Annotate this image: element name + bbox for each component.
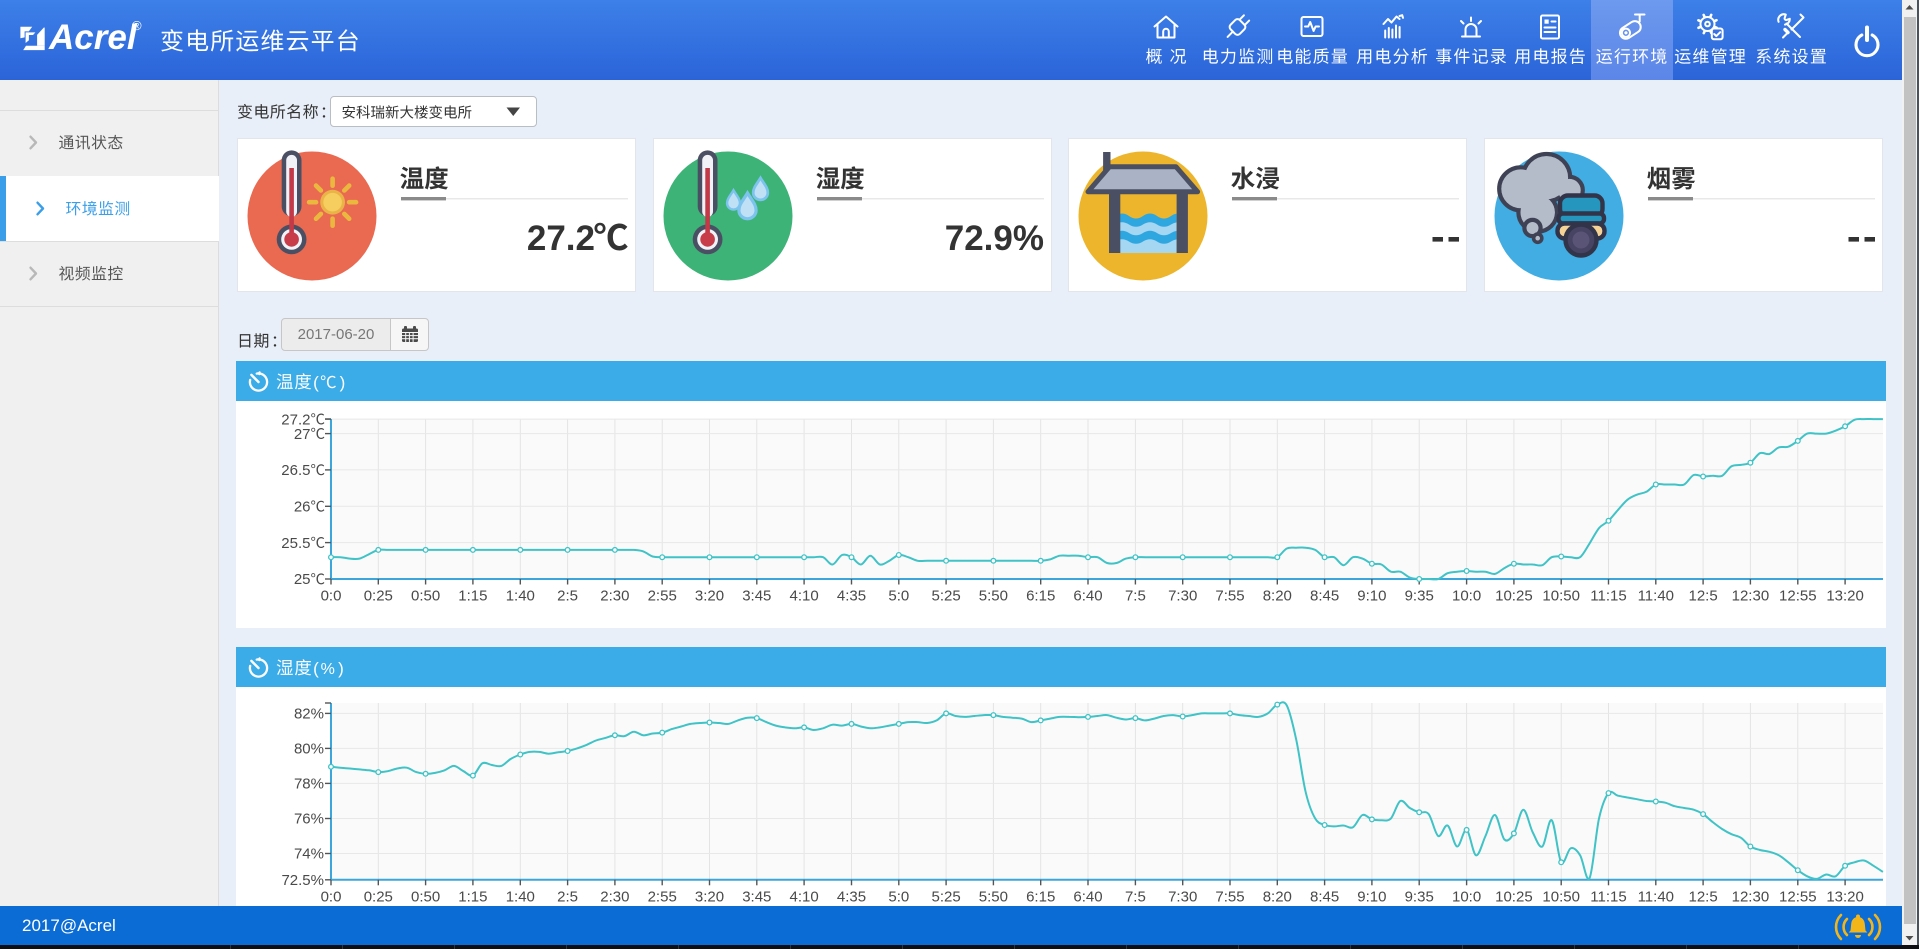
svg-text:11:40: 11:40: [1638, 888, 1674, 905]
svg-text:9:35: 9:35: [1405, 588, 1434, 605]
svg-text:3:20: 3:20: [695, 588, 724, 605]
svg-text:8:20: 8:20: [1263, 888, 1292, 905]
svg-text:8:20: 8:20: [1263, 588, 1292, 605]
svg-text:27: 27: [294, 426, 311, 443]
svg-text:4:35: 4:35: [837, 588, 866, 605]
svg-text:5:50: 5:50: [979, 588, 1008, 605]
svg-text:10:25: 10:25: [1495, 888, 1533, 905]
svg-text:12:5: 12:5: [1688, 588, 1717, 605]
svg-text:13:20: 13:20: [1826, 588, 1864, 605]
svg-text:6:15: 6:15: [1026, 588, 1055, 605]
svg-text:5:50: 5:50: [979, 888, 1008, 905]
svg-text:(: (: [313, 373, 319, 392]
svg-text:%: %: [321, 661, 335, 678]
svg-text:5:25: 5:25: [931, 888, 960, 905]
svg-text:(: (: [313, 659, 319, 678]
svg-text:7:30: 7:30: [1168, 888, 1197, 905]
svg-text:8:45: 8:45: [1310, 588, 1339, 605]
svg-text:): ): [338, 659, 344, 678]
svg-text:9:35: 9:35: [1405, 888, 1434, 905]
svg-text:2:30: 2:30: [600, 888, 629, 905]
svg-text:74%: 74%: [294, 846, 324, 863]
svg-text:11:40: 11:40: [1638, 588, 1674, 605]
svg-text:5:0: 5:0: [888, 888, 909, 905]
svg-text:80%: 80%: [294, 741, 324, 758]
svg-text:4:10: 4:10: [789, 588, 818, 605]
svg-text:25: 25: [294, 571, 311, 588]
svg-text:13:20: 13:20: [1826, 888, 1864, 905]
svg-text:2:5: 2:5: [557, 588, 578, 605]
svg-text:11:15: 11:15: [1590, 888, 1626, 905]
svg-text:7:55: 7:55: [1215, 888, 1244, 905]
svg-text:0:0: 0:0: [321, 588, 342, 605]
svg-text:76%: 76%: [294, 811, 324, 828]
svg-text:11:15: 11:15: [1590, 588, 1626, 605]
svg-text:10:0: 10:0: [1452, 888, 1481, 905]
svg-text:7:30: 7:30: [1168, 588, 1197, 605]
svg-text:12:55: 12:55: [1779, 888, 1817, 905]
svg-text:9:10: 9:10: [1357, 888, 1386, 905]
svg-text:0:25: 0:25: [364, 588, 393, 605]
svg-text:72.5%: 72.5%: [281, 872, 324, 889]
svg-text:10:50: 10:50: [1542, 588, 1580, 605]
svg-text:12:5: 12:5: [1688, 888, 1717, 905]
svg-text:5:25: 5:25: [931, 588, 960, 605]
svg-text:26.5: 26.5: [281, 462, 310, 479]
svg-text:0:0: 0:0: [321, 888, 342, 905]
svg-text:5:0: 5:0: [888, 588, 909, 605]
svg-text:82%: 82%: [294, 706, 324, 723]
svg-text:1:15: 1:15: [458, 588, 487, 605]
svg-text:78%: 78%: [294, 776, 324, 793]
svg-text:3:45: 3:45: [742, 588, 771, 605]
svg-text:27.2: 27.2: [281, 411, 310, 428]
svg-text:2:55: 2:55: [648, 588, 677, 605]
svg-text:26: 26: [294, 499, 311, 516]
svg-text:10:50: 10:50: [1542, 888, 1580, 905]
svg-text:1:15: 1:15: [458, 888, 487, 905]
svg-text:4:10: 4:10: [789, 888, 818, 905]
svg-text:25.5: 25.5: [281, 535, 310, 552]
svg-text:1:40: 1:40: [506, 888, 535, 905]
svg-text:3:45: 3:45: [742, 888, 771, 905]
svg-text:2:55: 2:55: [648, 888, 677, 905]
svg-text:): ): [340, 373, 346, 392]
svg-text:10:0: 10:0: [1452, 588, 1481, 605]
svg-text:6:15: 6:15: [1026, 888, 1055, 905]
svg-text:9:10: 9:10: [1357, 588, 1386, 605]
svg-text:1:40: 1:40: [506, 588, 535, 605]
svg-text:12:30: 12:30: [1732, 888, 1770, 905]
svg-text:12:55: 12:55: [1779, 588, 1817, 605]
svg-text:27.2: 27.2: [527, 219, 595, 258]
svg-text:4:35: 4:35: [837, 888, 866, 905]
svg-text:0:50: 0:50: [411, 588, 440, 605]
svg-text:2:5: 2:5: [557, 888, 578, 905]
svg-text:0:25: 0:25: [364, 888, 393, 905]
svg-text:7:5: 7:5: [1125, 588, 1146, 605]
svg-text:72.9%: 72.9%: [944, 219, 1043, 258]
svg-text:3:20: 3:20: [695, 888, 724, 905]
svg-text:12:30: 12:30: [1732, 588, 1770, 605]
svg-text:10:25: 10:25: [1495, 588, 1533, 605]
svg-text:0:50: 0:50: [411, 888, 440, 905]
svg-text:6:40: 6:40: [1073, 588, 1102, 605]
svg-text:8:45: 8:45: [1310, 888, 1339, 905]
svg-text:7:5: 7:5: [1125, 888, 1146, 905]
svg-text:2:30: 2:30: [600, 588, 629, 605]
svg-text:6:40: 6:40: [1073, 888, 1102, 905]
svg-text:7:55: 7:55: [1215, 588, 1244, 605]
